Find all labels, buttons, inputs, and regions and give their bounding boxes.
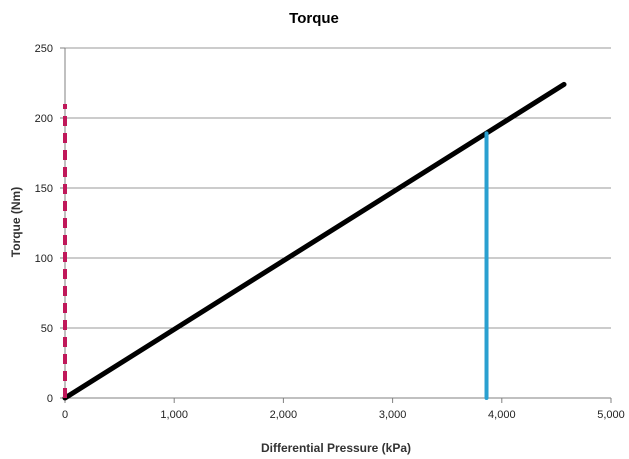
x-tick-label: 0 <box>62 409 68 421</box>
y-tick-label: 0 <box>47 393 53 405</box>
y-axis-label: Torque (Nm) <box>9 187 23 257</box>
tick-labels: 0 50 100 150 200 250 0 1,000 2,000 3,000 4,000 5,00… <box>35 43 625 421</box>
chart-title: Torque <box>289 10 339 27</box>
gridlines <box>65 47 611 329</box>
y-tick-label: 50 <box>41 323 53 335</box>
y-tick-label: 150 <box>35 183 53 195</box>
series-line-1 <box>62 81 567 401</box>
x-axis-label: Differential Pressure (kPa) <box>261 441 411 455</box>
y-tick-label: 100 <box>35 253 53 265</box>
x-tick-label: 2,000 <box>270 409 298 421</box>
y-tick-label: 250 <box>35 43 53 55</box>
series-lines <box>62 81 567 401</box>
x-tick-label: 5,000 <box>597 409 625 421</box>
y-tick-label: 200 <box>35 113 53 125</box>
x-tick-label: 3,000 <box>379 409 407 421</box>
x-tick-label: 4,000 <box>488 409 516 421</box>
x-tick-label: 1,000 <box>160 409 188 421</box>
